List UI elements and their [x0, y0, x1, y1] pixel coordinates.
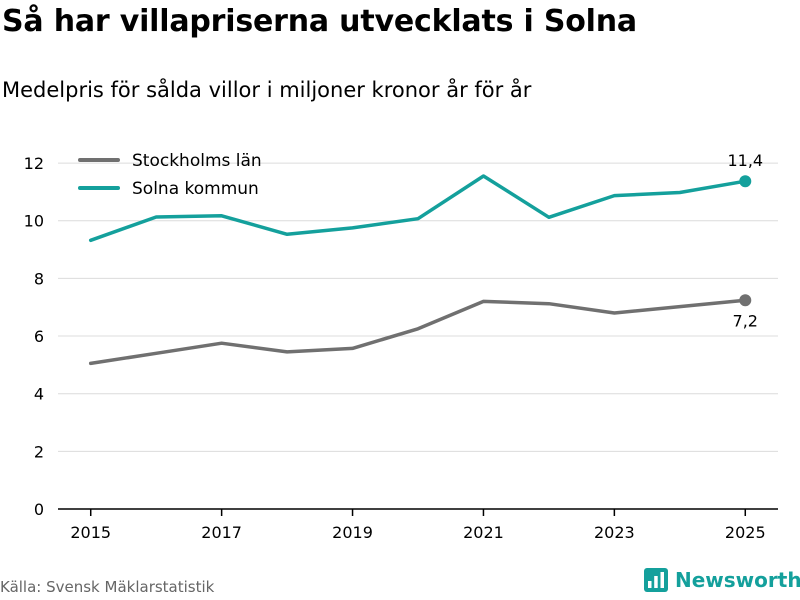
brand-name: Newsworthy	[675, 568, 800, 592]
series-line-solna	[88, 174, 748, 243]
y-tick-label: 4	[34, 385, 44, 404]
x-tick-label: 2021	[463, 523, 504, 542]
series-end-marker-stockholm	[739, 294, 752, 307]
source-note: Källa: Svensk Mäklarstatistik	[0, 578, 215, 596]
y-tick-label: 10	[24, 212, 44, 231]
series-end-marker-solna	[739, 175, 752, 188]
x-tick-label: 2017	[201, 523, 242, 542]
y-tick-label: 0	[34, 500, 44, 519]
series-line-stockholm	[88, 298, 748, 366]
brand-logo: Newsworthy	[644, 568, 800, 592]
newsworthy-logo-icon	[644, 568, 668, 592]
data-label-stockholm: 7,2	[733, 311, 758, 330]
x-tick-label: 2019	[332, 523, 373, 542]
x-tick-label: 2025	[725, 523, 766, 542]
y-tick-label: 12	[24, 154, 44, 173]
x-tick-label: 2023	[594, 523, 635, 542]
legend-label-stockholm: Stockholms län	[132, 151, 262, 171]
y-tick-label: 2	[34, 442, 44, 461]
y-tick-label: 6	[34, 327, 44, 346]
x-tick-label: 2015	[70, 523, 111, 542]
y-tick-label: 8	[34, 269, 44, 288]
legend-label-solna: Solna kommun	[132, 179, 259, 199]
chart-title: Så har villapriserna utvecklats i Solna	[2, 4, 637, 39]
data-label-solna: 11,4	[727, 151, 763, 170]
chart-subtitle: Medelpris för sålda villor i miljoner kr…	[2, 78, 532, 102]
